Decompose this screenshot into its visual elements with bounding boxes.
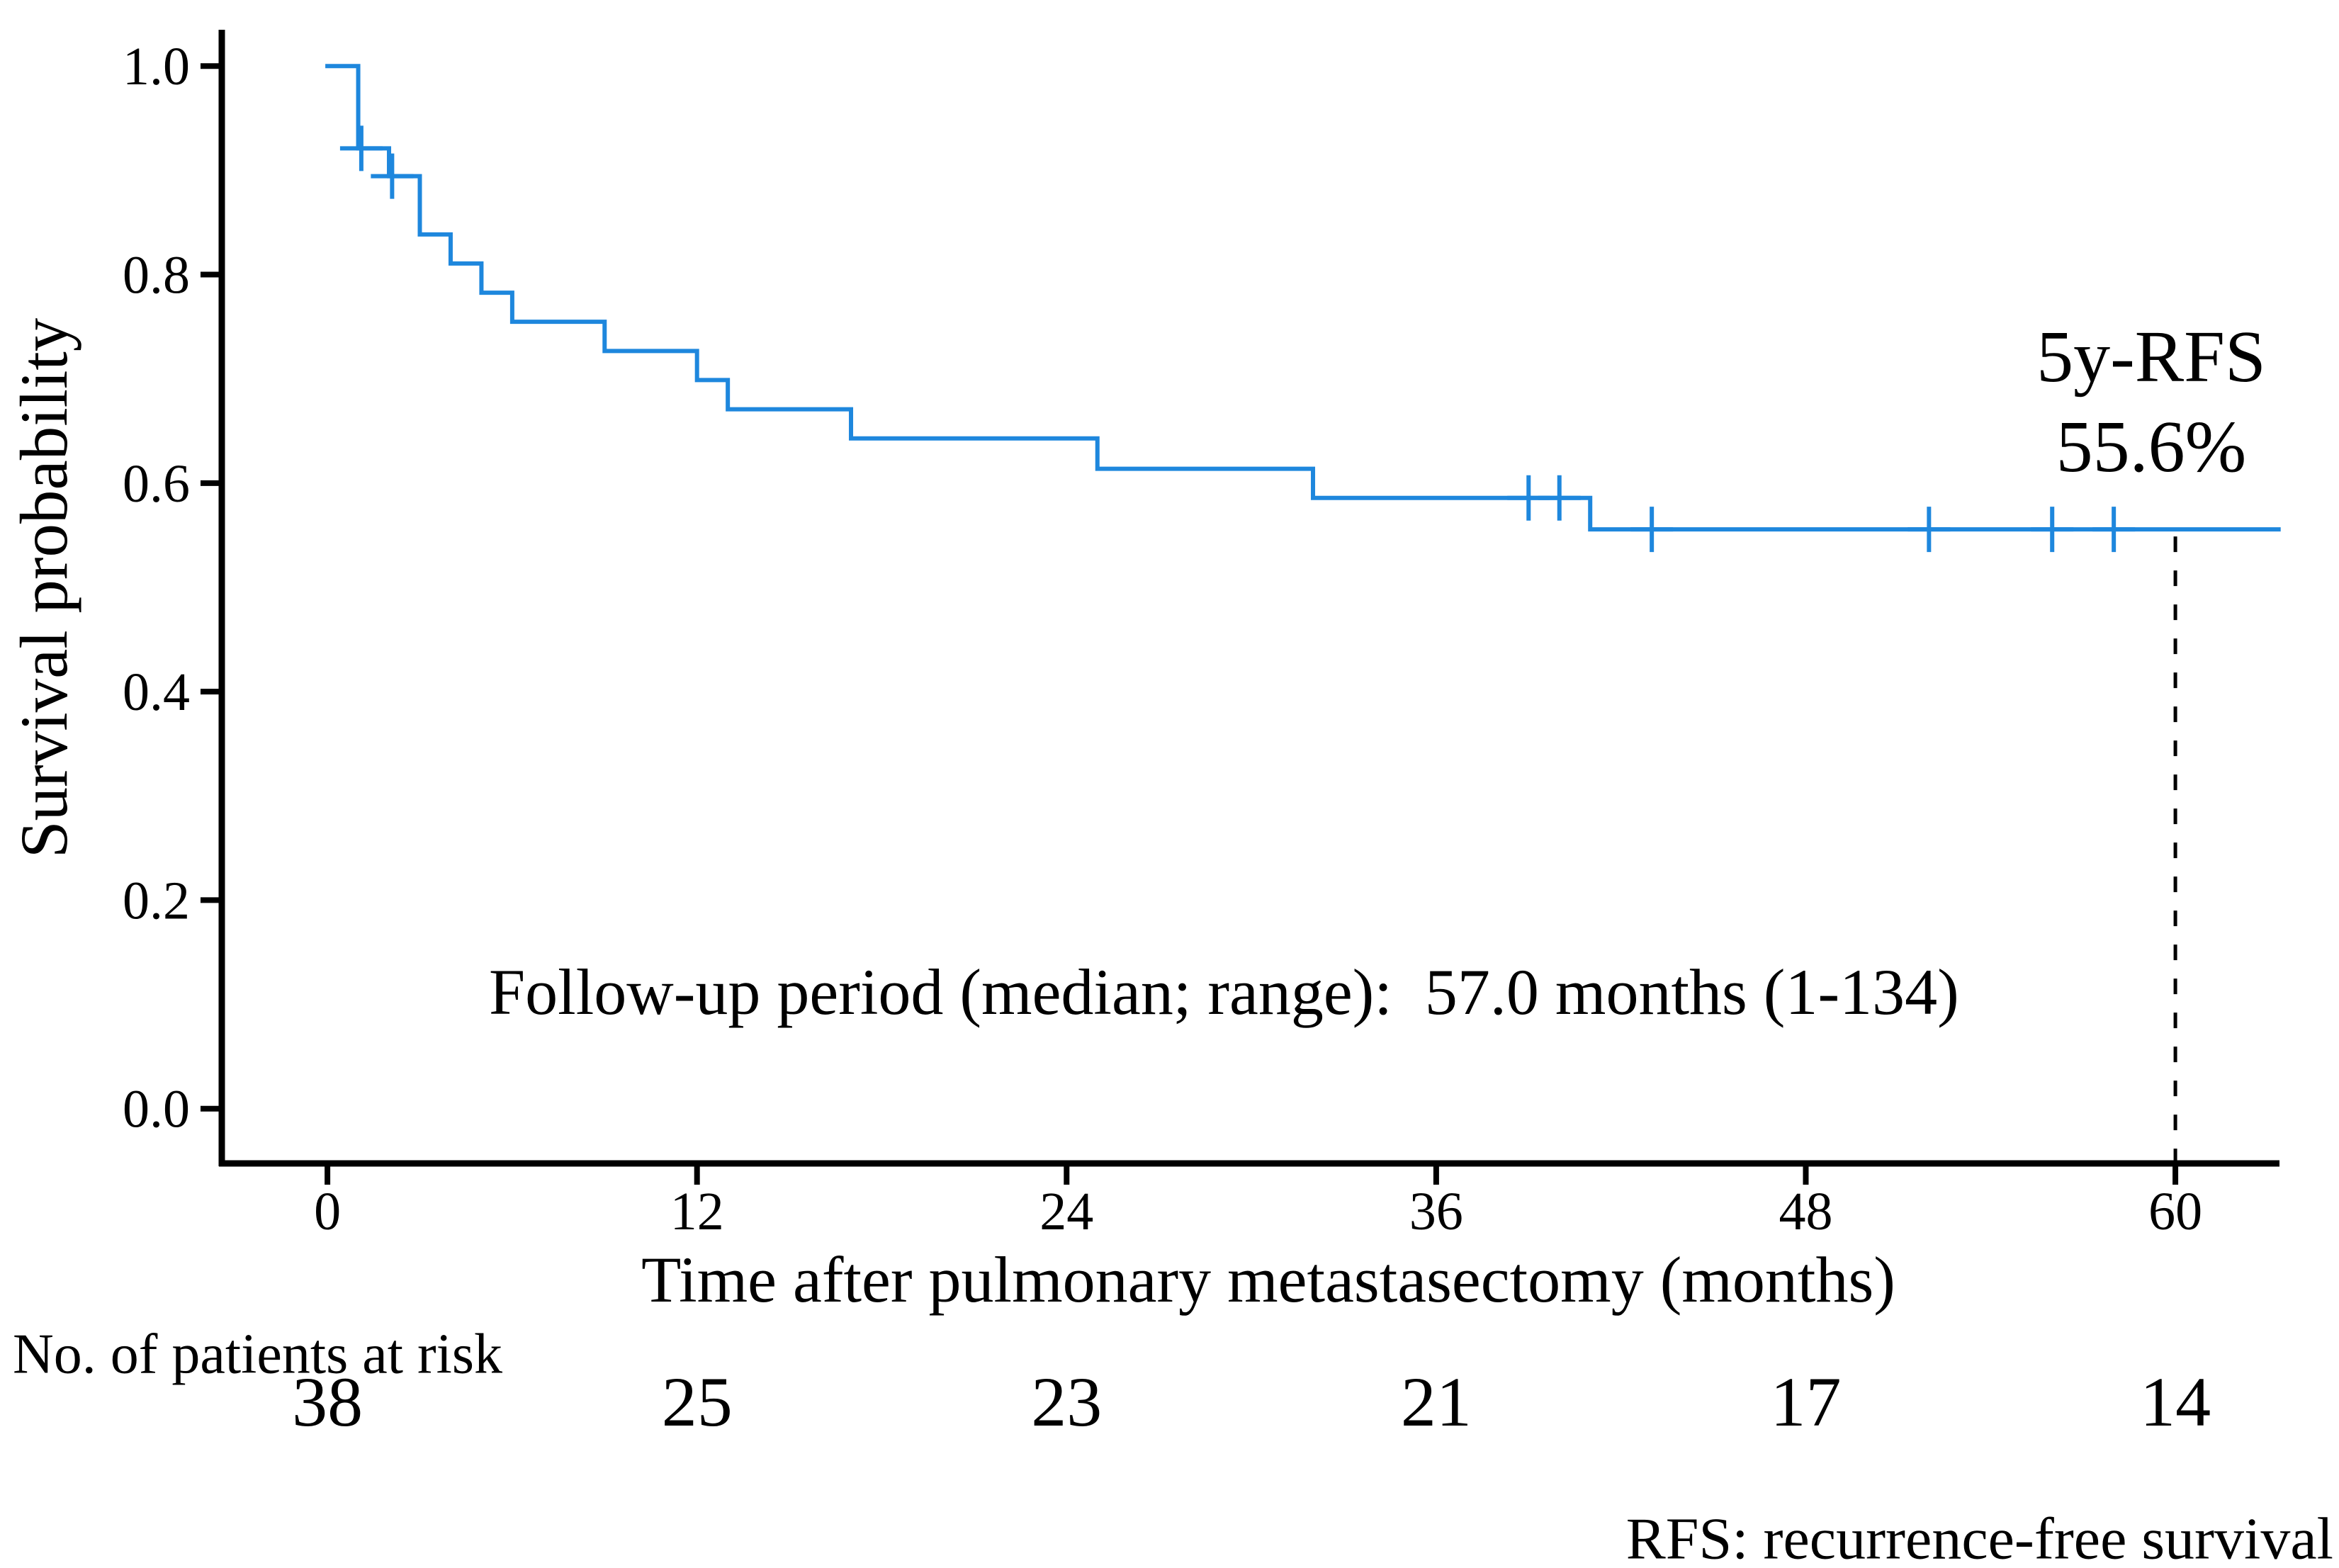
five-year-rfs-annotation: 5y-RFS 55.6% — [2036, 312, 2266, 492]
y-axis-title: Survival probability — [6, 317, 81, 859]
km-survival-curve — [325, 64, 2281, 532]
at-risk-count: 23 — [1031, 1363, 1102, 1441]
y-tick-label: 0.4 — [123, 662, 190, 722]
y-tick-label: 0.0 — [123, 1080, 190, 1139]
at-risk-count: 14 — [2140, 1363, 2211, 1441]
five-year-rfs-value: 55.6% — [2056, 406, 2247, 487]
x-tick-label: 12 — [670, 1182, 724, 1241]
at-risk-count: 17 — [1770, 1363, 1841, 1441]
x-axis-title: Time after pulmonary metastasectomy (mon… — [641, 1243, 1895, 1316]
y-tick-label: 0.8 — [123, 246, 190, 305]
at-risk-count: 25 — [662, 1363, 733, 1441]
at-risk-header: No. of patients at risk — [13, 1323, 502, 1386]
five-year-rfs-label: 5y-RFS — [2036, 316, 2266, 398]
x-tick-label: 0 — [314, 1182, 341, 1241]
at-risk-count: 38 — [292, 1363, 363, 1441]
x-tick-label: 48 — [1779, 1182, 1832, 1241]
rfs-abbreviation-note: RFS: recurrence-free survival — [1625, 1506, 2333, 1568]
y-tick-label: 0.2 — [123, 871, 190, 930]
y-tick-label: 0.6 — [123, 454, 190, 514]
followup-note: Follow-up period (median; range): 57.0 m… — [489, 956, 1959, 1028]
at-risk-count: 21 — [1401, 1363, 1472, 1441]
y-tick-label: 1.0 — [123, 37, 190, 96]
x-tick-label: 60 — [2148, 1182, 2202, 1241]
x-tick-label: 24 — [1039, 1182, 1093, 1241]
x-tick-label: 36 — [1409, 1182, 1463, 1241]
